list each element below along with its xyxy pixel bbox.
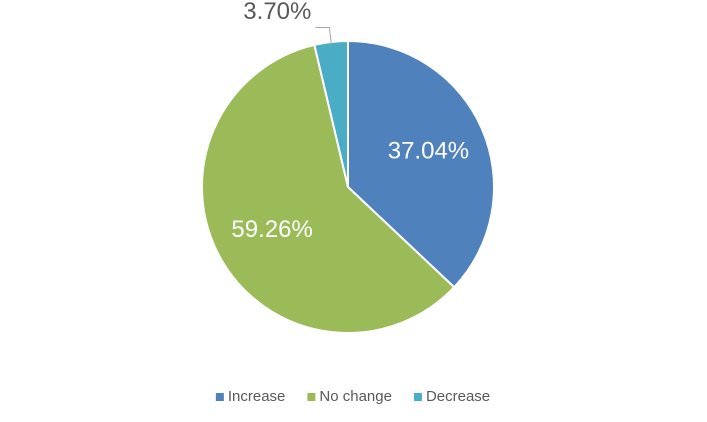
legend-swatch — [215, 393, 224, 401]
pie — [201, 39, 495, 334]
legend-swatch — [307, 393, 316, 401]
data-label: 59.26% — [231, 216, 312, 243]
data-labels: 37.04% 59.26% 3.70% — [231, 0, 469, 243]
leader-line — [315, 26, 332, 45]
pie-slice — [347, 39, 495, 289]
pie-slice — [201, 43, 456, 334]
legend: Increase No change Decrease — [215, 388, 490, 405]
legend-label: Decrease — [426, 388, 490, 405]
legend-label: No change — [319, 388, 392, 405]
legend-label: Increase — [228, 388, 286, 405]
data-label: 3.70% — [243, 0, 311, 25]
legend-swatch — [413, 393, 422, 401]
data-label: 37.04% — [388, 138, 469, 165]
